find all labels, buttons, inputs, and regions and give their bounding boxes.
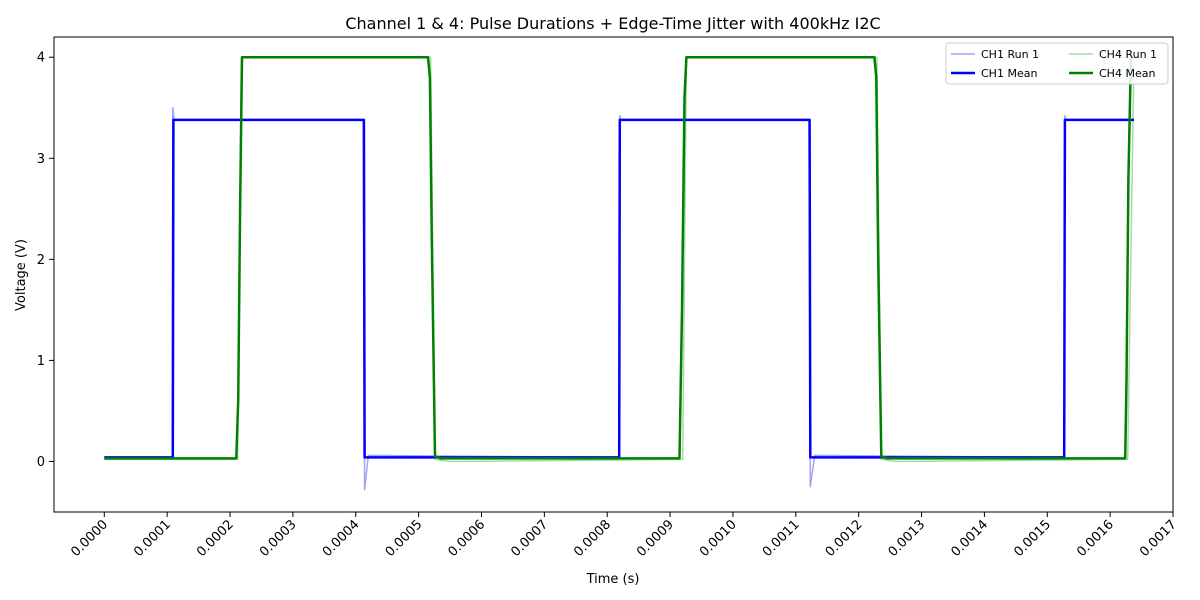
plot-frame [53, 36, 1174, 513]
y-axis: 0 1 2 3 4 [37, 51, 54, 470]
legend-label: CH1 Mean [981, 67, 1037, 80]
legend-label: CH4 Run 1 [1099, 48, 1157, 61]
series-layer [104, 55, 1135, 491]
series-line-ch1-mean [104, 118, 1134, 459]
series-line-ch4-mean [104, 55, 1133, 460]
x-axis-label: Time (s) [586, 572, 640, 587]
chart-title: Channel 1 & 4: Pulse Durations + Edge-Ti… [345, 14, 880, 33]
y-tick-label: 0 [37, 455, 45, 470]
legend: CH1 Run 1 CH1 Mean CH4 Run 1 CH4 Mean [945, 42, 1169, 85]
legend-label: CH4 Mean [1099, 67, 1155, 80]
y-tick-label: 4 [37, 51, 45, 66]
y-tick-label: 2 [37, 253, 45, 268]
y-axis-label: Voltage (V) [14, 239, 29, 311]
legend-label: CH1 Run 1 [981, 48, 1039, 61]
y-tick-label: 1 [37, 354, 45, 369]
y-tick-label: 3 [37, 152, 45, 167]
legend-box [945, 42, 1169, 85]
